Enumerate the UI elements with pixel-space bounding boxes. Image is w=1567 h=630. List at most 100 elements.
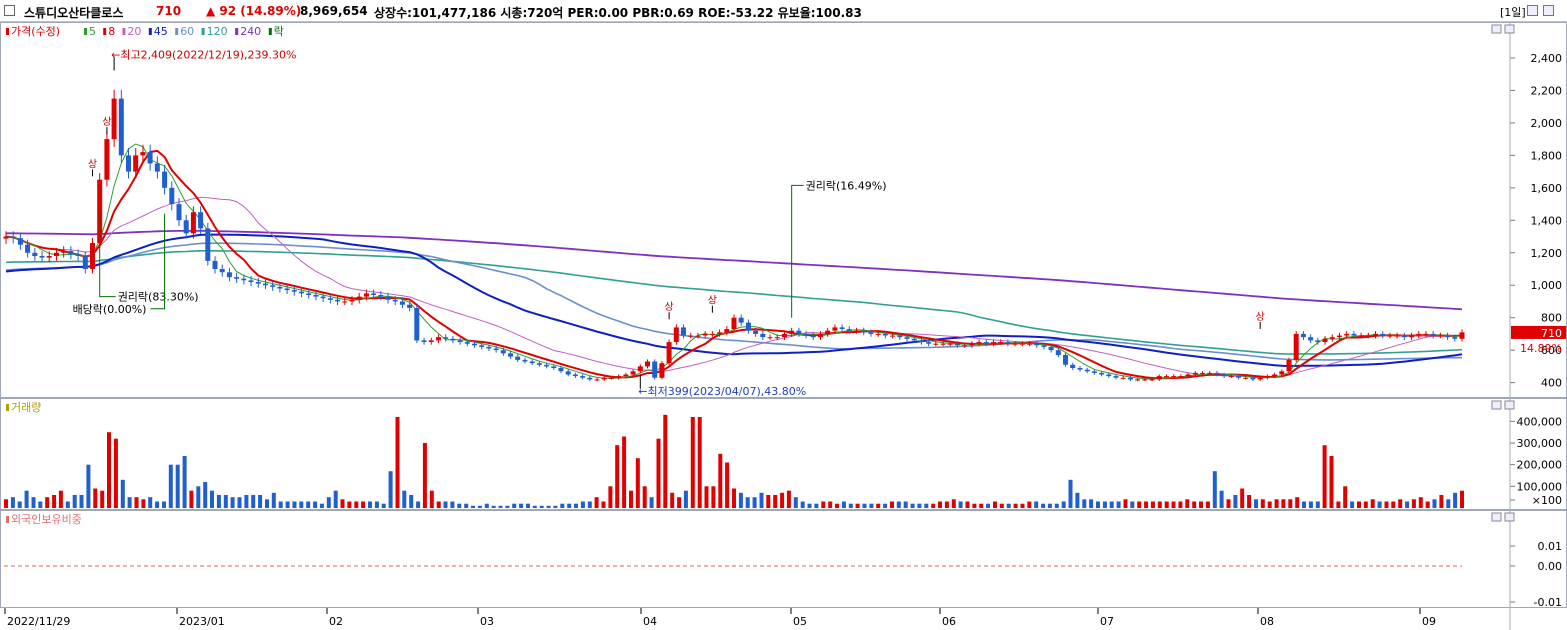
volume-bar (416, 501, 421, 508)
volume-bar (306, 501, 311, 508)
candle (169, 187, 175, 204)
candle (1373, 333, 1378, 336)
ma20-line (5, 196, 1463, 378)
volume-bar (134, 497, 139, 508)
volume-bar (924, 503, 929, 508)
candle (998, 342, 1004, 344)
candle (1214, 372, 1220, 375)
candle (1257, 377, 1263, 380)
candle (399, 301, 405, 305)
volume-bar (1288, 499, 1293, 508)
volume-bar (333, 490, 338, 508)
volume-bar (1041, 503, 1046, 508)
stock-chart: 가격(수정) 5 8 20 45 60 120 240 락 400 600 800 1,000 1,20… (0, 22, 1567, 630)
volume-bar (1295, 497, 1300, 508)
candle (414, 308, 420, 341)
volume-bar (1453, 492, 1458, 508)
candle (472, 343, 477, 346)
volume-bar (141, 499, 146, 508)
candle (681, 327, 686, 336)
candle (436, 337, 441, 341)
candle (645, 361, 650, 367)
foreign-legend-label: 외국인보유비중 (11, 513, 82, 526)
volume-bar (526, 503, 530, 508)
volume-bar (745, 497, 750, 508)
volume-bar (1054, 503, 1059, 508)
legend-swatch (148, 28, 152, 35)
candle (940, 343, 946, 345)
price-tick-label: 1,600 (1531, 182, 1563, 195)
volume-bar (642, 486, 647, 508)
candle (803, 333, 809, 336)
volume-bar (1254, 499, 1258, 508)
volume-bar (862, 503, 867, 508)
volume-bar (711, 486, 716, 508)
ma8-line (5, 149, 1463, 380)
period-selector[interactable]: [1일] (1500, 6, 1526, 19)
candle (1084, 369, 1090, 372)
limit-up-marker: 상 (88, 158, 97, 170)
candle (39, 256, 45, 258)
volume-bar (361, 501, 366, 508)
volume-bar (457, 503, 462, 508)
candle (205, 228, 211, 261)
date-axis: 2022/11/29 2023/01 02 03 04 05 06 07 08 09 (4, 608, 1436, 628)
candle (587, 377, 593, 380)
volume-bar (1377, 501, 1382, 508)
candle (1336, 335, 1342, 338)
volume-bar (477, 505, 482, 508)
candle (457, 340, 463, 342)
candle (1358, 335, 1364, 337)
candle (443, 337, 449, 339)
candle (1149, 379, 1155, 381)
candle (673, 327, 679, 342)
candle (154, 163, 160, 172)
candle (731, 317, 737, 330)
volume-bar (848, 503, 853, 508)
candle (1156, 376, 1162, 380)
volume-bar (986, 503, 991, 508)
volume-bar (422, 443, 427, 508)
volume-bar (1171, 501, 1176, 508)
volume-bar (512, 503, 517, 508)
candle (688, 335, 694, 337)
stock-stats: 상장수:101,477,186 시총:720억 PER:0.00 PBR:0.6… (374, 6, 862, 20)
select-checkbox[interactable] (4, 5, 15, 16)
candle (623, 374, 629, 377)
volume-bar (1157, 501, 1162, 508)
candle (140, 152, 146, 156)
legend-label: 45 (154, 25, 168, 38)
candle (709, 333, 715, 335)
candle (1005, 342, 1011, 344)
volume-bar (1205, 501, 1210, 508)
candle (162, 171, 168, 188)
volume-bar (800, 501, 805, 508)
candle (551, 366, 557, 368)
volume-bar (896, 501, 901, 508)
volume-bar (1425, 501, 1430, 508)
candle (335, 299, 340, 302)
close-icon[interactable] (1543, 5, 1554, 16)
candle (299, 291, 304, 294)
volume-bar (388, 471, 393, 508)
volume-bar (1240, 488, 1245, 508)
candle (983, 342, 989, 344)
volume-bar (1144, 501, 1149, 508)
maximize-icon[interactable] (1527, 5, 1538, 16)
candle (248, 280, 254, 282)
volume-bar (230, 497, 235, 508)
candle (652, 361, 658, 378)
volume-bar (587, 501, 592, 508)
candle (1430, 333, 1436, 336)
candle (1012, 343, 1018, 345)
volume-bar (72, 495, 77, 508)
volume-bar (821, 501, 826, 508)
pane-maximize-icon (1491, 512, 1502, 522)
candle (724, 329, 730, 333)
candle (46, 256, 52, 258)
date-tick-label: 05 (793, 615, 807, 628)
candle (1164, 376, 1169, 378)
volume-bar (601, 501, 606, 508)
candle (774, 337, 780, 339)
